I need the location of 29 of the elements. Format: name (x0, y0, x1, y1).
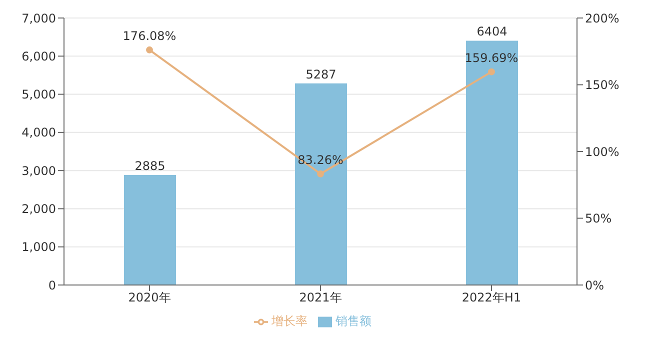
y-tick-label: 6,000 (22, 49, 56, 64)
y2-tick-label: 150% (585, 78, 620, 92)
bar (466, 40, 518, 285)
bar (295, 83, 347, 285)
y-tick-label: 0 (48, 278, 56, 292)
point (146, 46, 153, 54)
y-tick-label: 5,000 (22, 88, 56, 102)
y2-tick-label: 200% (585, 11, 620, 26)
data-label: 6404 (476, 24, 508, 39)
y-tick-label: 2,000 (22, 202, 56, 216)
y-tick-label: 4,000 (22, 126, 56, 140)
y2-tick-label: 100% (585, 144, 620, 159)
data-label: 176.08% (122, 28, 176, 43)
data-label: 5287 (306, 67, 336, 82)
y2-tick-label: 0% (585, 278, 604, 292)
y-tick-label: 3,000 (22, 164, 56, 178)
x-tick-label: 2020年 (128, 290, 171, 305)
point (317, 170, 324, 178)
legend-label: 增长率 (272, 314, 308, 328)
bar (124, 174, 176, 285)
legend-label: 销售额 (336, 314, 372, 328)
data-label: 159.69% (464, 50, 518, 65)
y-tick-label: 1,000 (22, 240, 56, 254)
y-tick-label: 7,000 (22, 11, 56, 26)
x-tick-label: 2021年 (299, 290, 342, 305)
x-tick-label: 2022年H1 (462, 290, 522, 305)
point (488, 68, 495, 76)
data-label: 2885 (134, 158, 166, 173)
y2-tick-label: 50% (585, 212, 612, 226)
